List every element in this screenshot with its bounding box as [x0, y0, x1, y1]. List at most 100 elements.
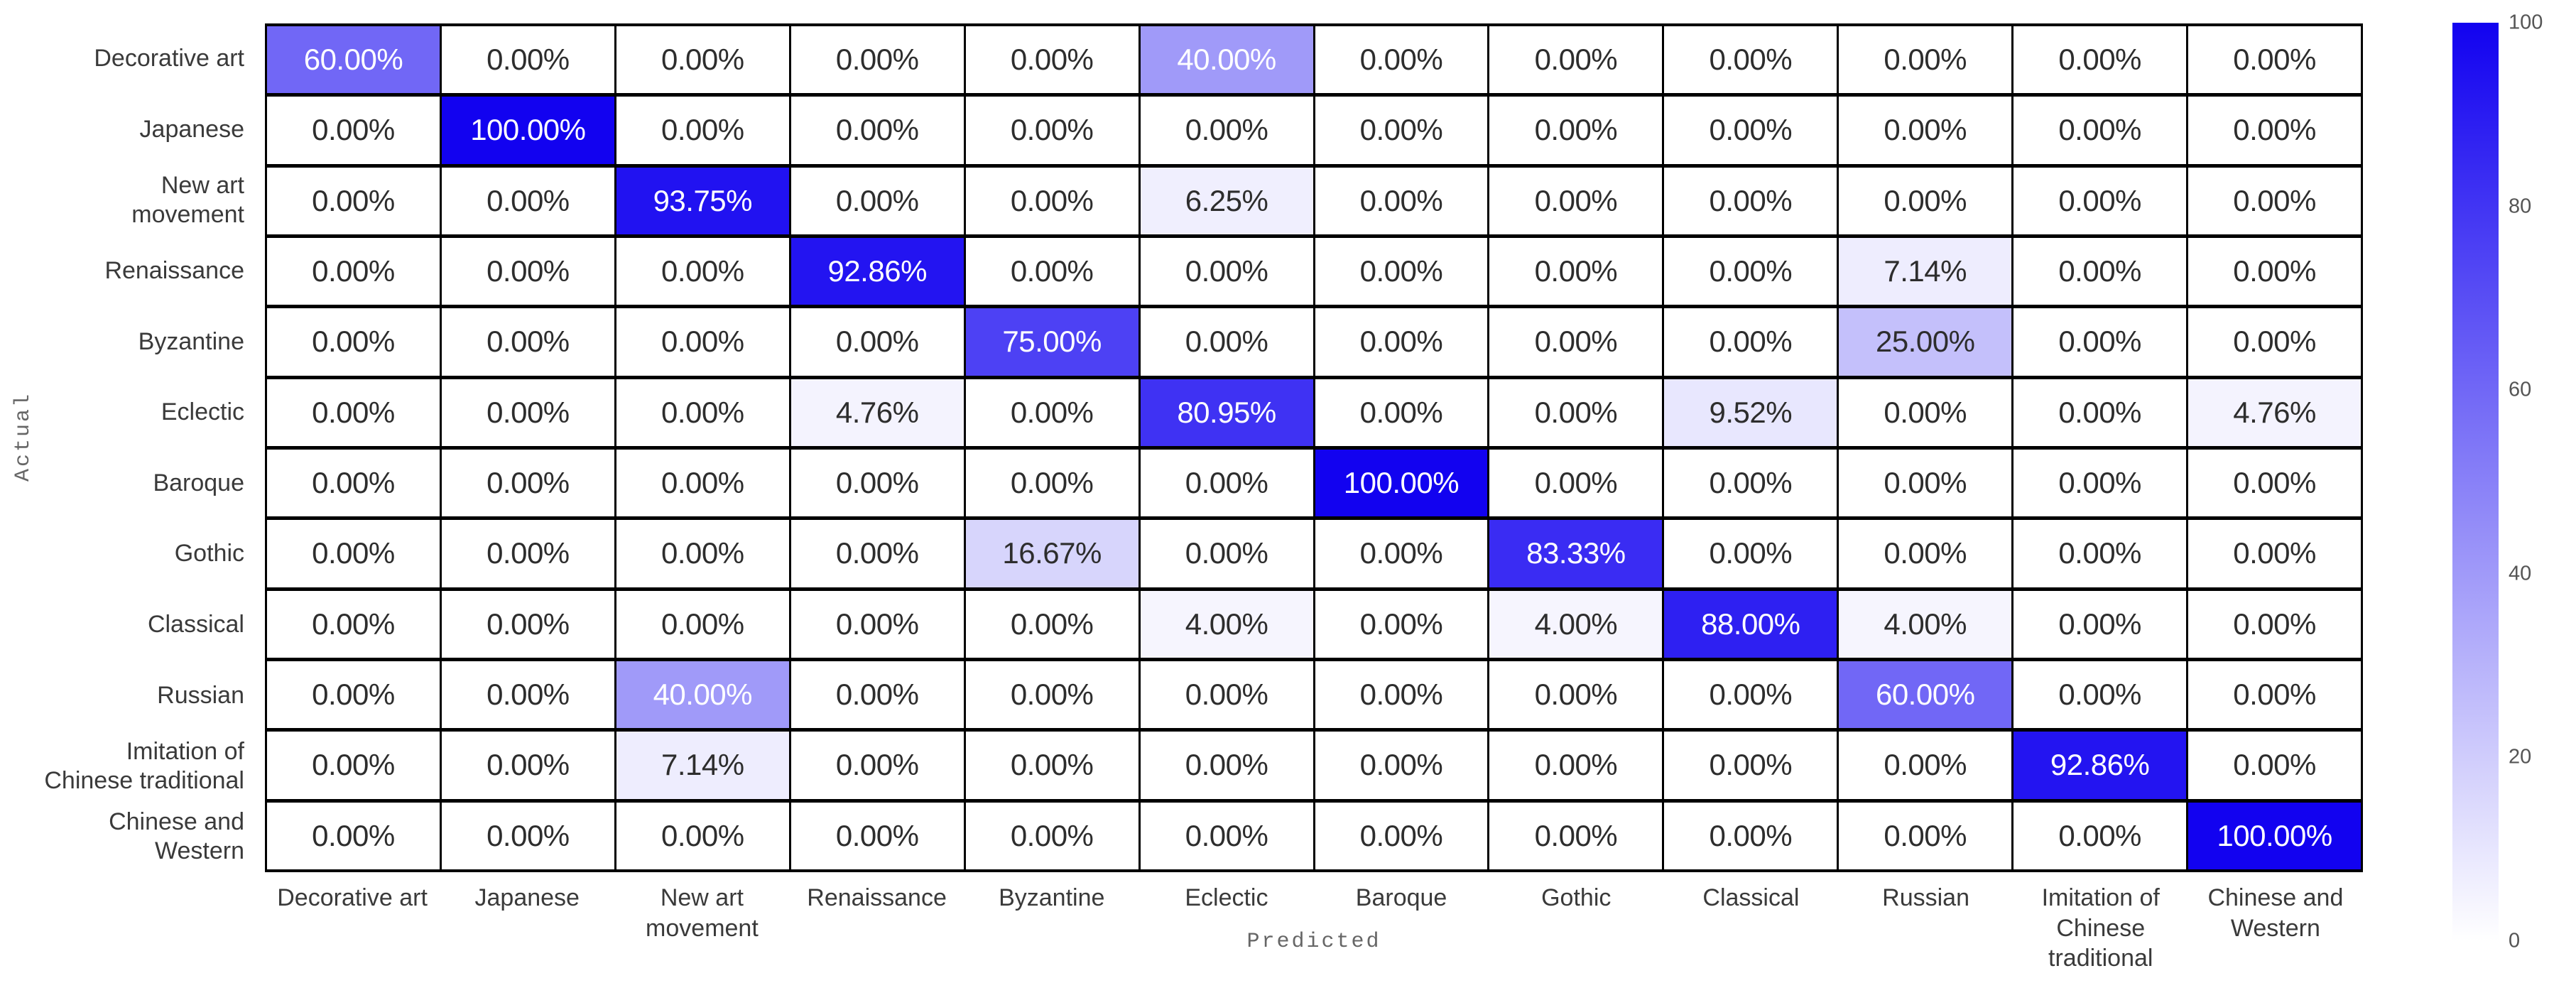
matrix-cell: 0.00%: [1489, 379, 1663, 446]
matrix-cell: 0.00%: [1489, 732, 1663, 799]
matrix-cell: 0.00%: [1839, 26, 2012, 94]
matrix-cell: 0.00%: [1315, 520, 1488, 587]
matrix-cell: 0.00%: [441, 661, 614, 729]
matrix-cell: 0.00%: [1315, 732, 1488, 799]
matrix-cell: 0.00%: [1489, 802, 1663, 869]
matrix-cell: 0.00%: [1664, 308, 1837, 376]
matrix-cell: 0.00%: [1839, 379, 2012, 446]
column-label: Japanese: [474, 884, 580, 911]
matrix-cell: 0.00%: [2188, 661, 2361, 729]
matrix-cell: 0.00%: [1140, 520, 1313, 587]
matrix-cell: 0.00%: [1489, 238, 1663, 305]
matrix-cell: 0.00%: [616, 450, 789, 517]
column-label: Classical: [1702, 884, 1800, 911]
colorbar-tick-label: 80: [2509, 195, 2532, 218]
matrix-cell: 0.00%: [267, 308, 440, 376]
column-label: Baroque: [1355, 884, 1447, 911]
matrix-cell: 0.00%: [1315, 167, 1488, 234]
matrix-cell: 0.00%: [1489, 26, 1663, 94]
matrix-cell: 0.00%: [267, 732, 440, 799]
matrix-cell: 0.00%: [1489, 167, 1663, 234]
column-label: Chinese and Western: [2207, 884, 2344, 942]
matrix-cell: 0.00%: [1839, 450, 2012, 517]
confusion-matrix: 60.00% 0.00% 0.00% 0.00% 0.00% 40.00% 0.00% 0.0…: [265, 23, 2363, 872]
matrix-cell: 92.86%: [2013, 732, 2187, 799]
matrix-cell: 25.00%: [1839, 308, 2012, 376]
matrix-cell: 0.00%: [965, 97, 1138, 164]
matrix-cell: 0.00%: [965, 661, 1138, 729]
matrix-cell: 75.00%: [965, 308, 1138, 376]
matrix-cell: 0.00%: [790, 590, 964, 658]
matrix-cell: 0.00%: [790, 520, 964, 587]
matrix-cell: 0.00%: [1140, 97, 1313, 164]
matrix-cell: 0.00%: [267, 379, 440, 446]
matrix-cell: 40.00%: [616, 661, 789, 729]
matrix-cell: 0.00%: [1315, 802, 1488, 869]
matrix-cell: 0.00%: [1839, 97, 2012, 164]
matrix-cell: 0.00%: [1664, 238, 1837, 305]
matrix-cell: 0.00%: [1315, 661, 1488, 729]
matrix-cell: 60.00%: [267, 26, 440, 94]
matrix-cell: 0.00%: [965, 590, 1138, 658]
matrix-cell: 0.00%: [1315, 379, 1488, 446]
matrix-cell: 0.00%: [2013, 450, 2187, 517]
column-label: Eclectic: [1185, 884, 1268, 911]
matrix-cell: 0.00%: [441, 450, 614, 517]
colorbar: [2452, 23, 2499, 941]
matrix-cell: 0.00%: [965, 802, 1138, 869]
matrix-cell: 0.00%: [2013, 97, 2187, 164]
y-axis-tick-labels: Decorative art Japanese New art movement Re…: [0, 23, 254, 872]
matrix-cell: 0.00%: [1664, 520, 1837, 587]
column-label: Renaissance: [807, 884, 947, 911]
matrix-cell: 0.00%: [1140, 308, 1313, 376]
column-label: Russian: [1882, 884, 1969, 911]
colorbar-tick-labels: 100 80 60 40 20 0: [2509, 11, 2572, 952]
matrix-cell: 0.00%: [441, 802, 614, 869]
column-label: Byzantine: [999, 884, 1105, 911]
matrix-cell: 0.00%: [267, 238, 440, 305]
matrix-cell: 0.00%: [441, 308, 614, 376]
matrix-cell: 0.00%: [965, 167, 1138, 234]
column-label: Imitation of Chinese traditional: [2041, 884, 2160, 972]
matrix-cell: 88.00%: [1664, 590, 1837, 658]
column-label: Gothic: [1541, 884, 1612, 911]
matrix-cell: 0.00%: [1315, 97, 1488, 164]
matrix-cell: 0.00%: [2013, 590, 2187, 658]
matrix-cell: 0.00%: [2013, 167, 2187, 234]
matrix-cell: 0.00%: [616, 26, 789, 94]
colorbar-tick-label: 60: [2509, 378, 2532, 401]
matrix-cell: 0.00%: [790, 661, 964, 729]
matrix-cell: 0.00%: [790, 26, 964, 94]
matrix-cell: 100.00%: [441, 97, 614, 164]
matrix-cell: 0.00%: [1315, 308, 1488, 376]
matrix-cell: 0.00%: [616, 590, 789, 658]
matrix-cell: 0.00%: [2013, 379, 2187, 446]
matrix-cell: 0.00%: [616, 379, 789, 446]
row-label: Gothic: [174, 540, 244, 567]
matrix-cell: 0.00%: [1489, 661, 1663, 729]
matrix-cell: 0.00%: [267, 661, 440, 729]
matrix-cell: 0.00%: [2013, 802, 2187, 869]
row-label: Imitation of Chinese traditional: [44, 737, 244, 794]
row-label: Chinese and Western: [109, 808, 244, 865]
matrix-cell: 93.75%: [616, 167, 789, 234]
matrix-cell: 0.00%: [790, 732, 964, 799]
matrix-cell: 0.00%: [2188, 167, 2361, 234]
matrix-cell: 0.00%: [2013, 26, 2187, 94]
matrix-cell: 0.00%: [2188, 732, 2361, 799]
matrix-cell: 6.25%: [1140, 167, 1313, 234]
matrix-cell: 0.00%: [267, 97, 440, 164]
matrix-cell: 16.67%: [965, 520, 1138, 587]
colorbar-tick-label: 100: [2509, 11, 2543, 34]
matrix-cell: 0.00%: [1664, 661, 1837, 729]
matrix-cell: 0.00%: [965, 732, 1138, 799]
matrix-cell: 0.00%: [1839, 520, 2012, 587]
row-label: Japanese: [139, 115, 244, 143]
matrix-cell: 0.00%: [616, 97, 789, 164]
matrix-cell: 0.00%: [616, 520, 789, 587]
x-axis-title: Predicted: [1246, 930, 1381, 954]
matrix-cell: 0.00%: [1664, 97, 1837, 164]
matrix-cell: 0.00%: [616, 802, 789, 869]
matrix-cell: 0.00%: [2188, 590, 2361, 658]
matrix-cell: 0.00%: [1839, 167, 2012, 234]
